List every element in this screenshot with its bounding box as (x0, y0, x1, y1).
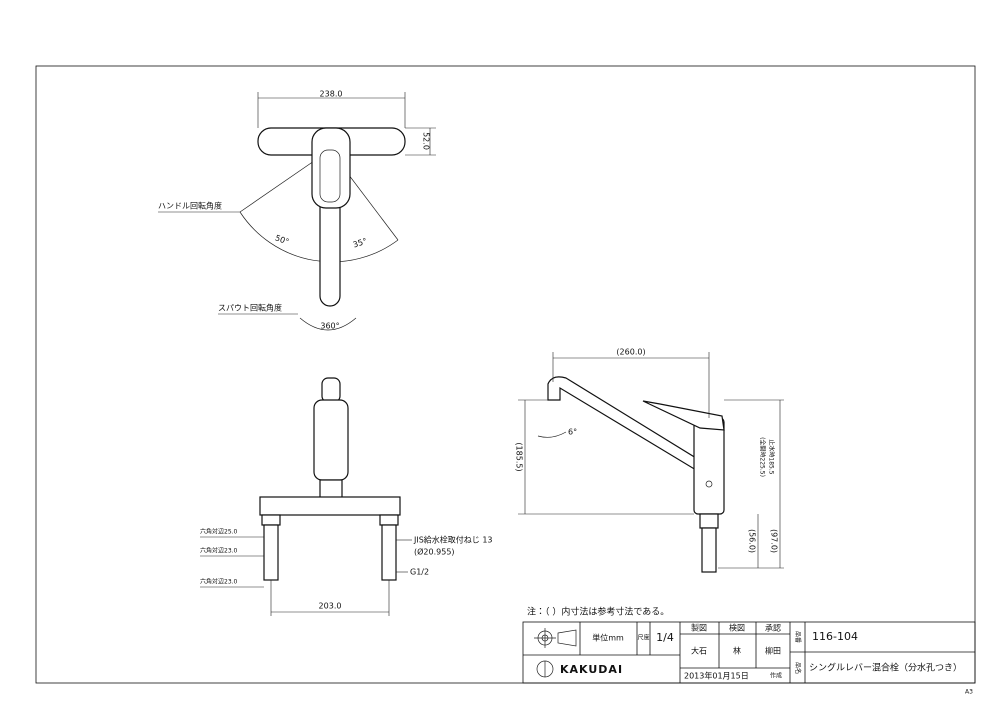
dimension: (56.0) (748, 529, 757, 553)
label: 製図 (691, 623, 707, 633)
name: 柳田 (765, 646, 781, 656)
label: 検図 (729, 623, 745, 633)
brand: KAKUDAI (560, 663, 623, 676)
product-name: シングルレバー混合栓（分水孔つき） (809, 662, 962, 674)
date: 2013年01月15日 (684, 671, 749, 681)
angle: 360° (320, 322, 339, 331)
label: 承認 (765, 624, 781, 633)
frame (35, 65, 976, 684)
top-view: 238.0 52.0 ハンドル回転角度 50° 35° スパウト回転角度 360… (158, 90, 436, 331)
dimension: 止水時185.5 (768, 439, 776, 474)
sheet-size: A3 (965, 689, 973, 696)
front-view: 六角対辺25.0 六角対辺23.0 六角対辺23.0 JIS給水栓取付ねじ 13… (200, 377, 493, 616)
label: 作成 (770, 672, 782, 680)
part-no: 116-104 (812, 630, 858, 643)
dimension: (全開時225.5) (759, 437, 767, 477)
title-block: 単位mm 尺度 1/4 製図 検図 承認 大石 林 柳田 品番 116-104 … (522, 621, 976, 684)
dimension: 52.0 (422, 132, 431, 150)
label: G1/2 (410, 568, 429, 577)
dimension: 238.0 (320, 90, 343, 99)
dimension: (260.0) (616, 348, 645, 357)
label: 六角対辺23.0 (200, 578, 238, 586)
side-view: (260.0) (185.5) 6° (全開時225.5) 止水時185.5 (… (515, 348, 784, 573)
label: 品番 (794, 631, 801, 643)
name: 林 (733, 646, 741, 656)
scale: 1/4 (656, 631, 674, 644)
label: 六角対辺23.0 (200, 547, 238, 555)
label: JIS給水栓取付ねじ 13 (413, 535, 493, 545)
angle: 50° (274, 233, 290, 246)
angle: 35° (352, 237, 368, 250)
unit: 単位mm (592, 633, 624, 643)
name: 大石 (691, 646, 707, 656)
label: 尺度 (637, 634, 649, 642)
dimension: (185.5) (515, 442, 524, 471)
label: 品名 (794, 662, 802, 674)
dimension: 203.0 (319, 602, 342, 611)
note: 注：（ ）内寸法は参考寸法である。 (527, 606, 669, 618)
label: 六角対辺25.0 (200, 528, 238, 536)
dimension: (97.0) (770, 529, 779, 553)
label: ハンドル回転角度 (158, 201, 222, 211)
label: スパウト回転角度 (218, 303, 282, 313)
label: (Ø20.955) (414, 547, 455, 557)
angle: 6° (568, 428, 577, 437)
